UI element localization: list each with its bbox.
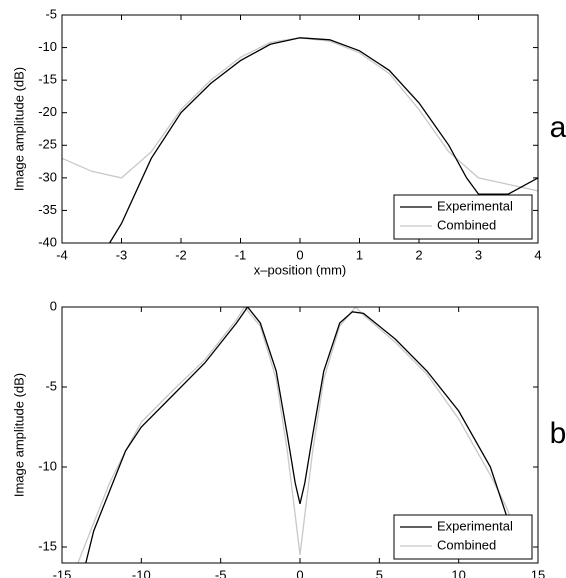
data-line [62,37,538,192]
x-tick-label: -2 [175,247,187,262]
legend-label: Combined [437,217,496,232]
y-tick-label: -25 [38,137,57,152]
y-tick-label: -15 [38,72,57,87]
y-tick-label: -30 [38,169,57,184]
legend-box [393,514,533,560]
x-tick-label: 5 [376,567,383,578]
x-tick-label: 10 [451,567,465,578]
y-tick-label: -5 [45,6,57,21]
x-tick-label: -1 [235,247,247,262]
x-tick-label: 15 [531,567,545,578]
legend-label: Experimental [437,518,513,533]
y-tick-label: -40 [38,234,57,249]
y-tick-label: 0 [50,298,57,313]
x-tick-label: -15 [53,567,72,578]
x-tick-label: 3 [475,247,482,262]
x-tick-label: 4 [534,247,541,262]
x-tick-label: -4 [56,247,68,262]
x-tick-label: -10 [132,567,151,578]
data-line [109,37,538,243]
y-tick-label: -10 [38,39,57,54]
y-tick-label: -15 [38,538,57,553]
legend-label: Experimental [437,198,513,213]
panel-label: a [550,111,566,144]
panel-label: b [550,417,566,450]
x-tick-label: -5 [215,567,227,578]
legend-box [393,194,533,240]
legend-label: Combined [437,537,496,552]
data-line [77,307,523,563]
data-line [85,307,515,563]
y-tick-label: -5 [45,378,57,393]
x-tick-label: 0 [296,567,303,578]
x-tick-label: 2 [415,247,422,262]
x-tick-label: -3 [116,247,128,262]
x-tick-label: 0 [296,247,303,262]
y-axis-label: Image amplitude (dB) [11,373,26,497]
y-axis-label: Image amplitude (dB) [11,67,26,191]
y-tick-label: -35 [38,202,57,217]
x-tick-label: 1 [356,247,363,262]
y-tick-label: -10 [38,458,57,473]
y-tick-label: -20 [38,104,57,119]
x-axis-label: x–position (mm) [254,262,346,277]
